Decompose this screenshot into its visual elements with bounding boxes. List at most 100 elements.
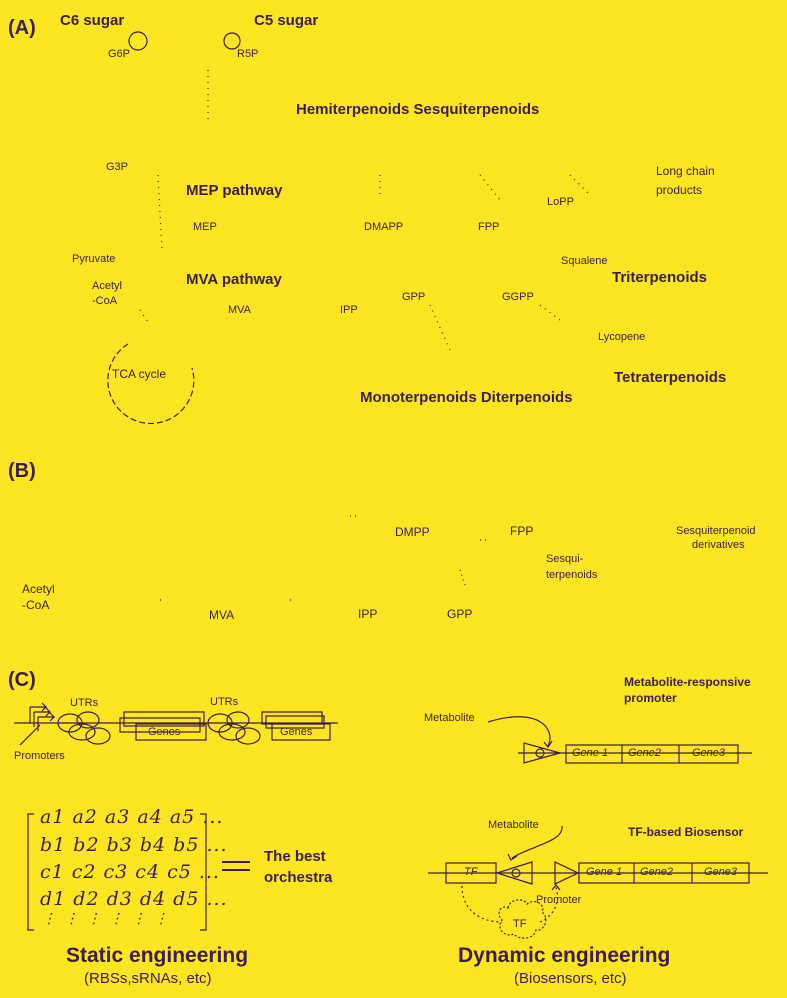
tetraterpenoids-label: Tetraterpenoids: [614, 369, 727, 386]
products-label: products: [656, 183, 703, 197]
utr-ellipse: [218, 723, 246, 741]
promoter-arrows: [29, 702, 56, 731]
static-engineering-subtitle: (RBSs,sRNAs, etc): [84, 971, 212, 986]
dmapp-label: DMAPP: [364, 221, 404, 233]
gene-cassette-bottom: [578, 862, 750, 884]
r5p-label: R5P: [237, 48, 259, 60]
the-best-label: The best: [264, 848, 326, 865]
pyruvate-label: Pyruvate: [72, 253, 116, 265]
panel-c-label: (C): [8, 669, 36, 691]
utr-ellipse: [57, 713, 83, 733]
acetyl-label-a: Acetyl: [92, 280, 122, 292]
dynamic-engineering-subtitle: (Biosensors, etc): [514, 970, 627, 987]
squalene-label: Squalene: [561, 255, 608, 267]
tf-promoter-triangle: [494, 861, 533, 885]
responsive-promoter-triangle: [523, 742, 563, 764]
matrix-bracket-left: [27, 813, 34, 931]
dmpp-label: DMPP: [395, 525, 430, 539]
lopp-label: LoPP: [547, 196, 574, 208]
utrs-label-1: UTRs: [70, 697, 99, 709]
gene-block: [261, 711, 323, 725]
gene-block: [123, 711, 205, 727]
hemi-sesqui-label: Hemiterpenoids Sesquiterpenoids: [296, 101, 540, 118]
mva-pathway-label: MVA pathway: [186, 271, 282, 288]
utr-ellipse: [226, 711, 250, 729]
pathway-hint-lines: [139, 70, 591, 351]
tf-protein-cloud: [498, 899, 547, 939]
c5-sugar-label: C5 sugar: [254, 12, 319, 29]
matrix-row-b: b1 b2 b3 b4 b5 ...: [40, 834, 228, 856]
metabolite-arrow-bottom: [511, 825, 563, 859]
lycopene-label: Lycopene: [598, 331, 646, 343]
g6p-node: [128, 31, 148, 51]
triterpenoids-label: Triterpenoids: [612, 269, 708, 286]
tf-expression-arrow: [461, 885, 503, 923]
metabolite-label-top: Metabolite: [424, 712, 475, 724]
sesqui-label-2: terpenoids: [546, 569, 598, 581]
gpp-label-b: GPP: [447, 607, 473, 621]
tca-cycle-label: TCA cycle: [112, 367, 167, 381]
tf-cloud-label: TF: [513, 918, 527, 930]
genes-box-1: [135, 723, 207, 741]
utr-ellipse: [235, 727, 261, 745]
ipp-label-a: IPP: [340, 304, 358, 316]
gpp-label-a: GPP: [402, 291, 426, 303]
gene3-label-bottom: Gene3: [704, 866, 738, 878]
gene3-label-top: Gene3: [692, 747, 726, 759]
metabolite-responsive-label-1: Metabolite-responsive: [624, 675, 751, 689]
ipp-label-b: IPP: [358, 607, 378, 621]
tf-biosensor-label: TF-based Biosensor: [628, 825, 744, 839]
promoters-pointer: [19, 724, 41, 746]
genes-box-2: [271, 723, 331, 741]
gene-cassette-top: [565, 744, 739, 764]
mep-pathway-label: MEP pathway: [186, 182, 283, 199]
mva-label-a: MVA: [228, 304, 252, 316]
matrix-row-a: a1 a2 a3 a4 a5 ...: [40, 806, 224, 828]
operator-circle: [535, 748, 545, 758]
matrix-bracket-right: [200, 813, 207, 931]
dynamic-engineering-title: Dynamic engineering: [458, 944, 671, 967]
gene1-label-bottom: Gene 1: [586, 866, 623, 878]
utr-ellipse: [76, 711, 100, 729]
mono-di-label: Monoterpenoids Diterpenoids: [360, 389, 573, 406]
utr-ellipse: [207, 713, 233, 733]
gene-block: [119, 717, 201, 733]
gene-block: [265, 715, 325, 729]
mep-label: MEP: [193, 221, 217, 233]
metabolite-label-bottom: Metabolite: [488, 819, 539, 831]
panel-b-hints: [160, 515, 490, 601]
panel-a-label: (A): [8, 17, 36, 39]
r5p-node: [223, 32, 241, 50]
tf-box-label: TF: [464, 866, 478, 878]
matrix-row-ellipsis: ⋮ ⋮ ⋮ ⋮ ⋮ ⋮: [42, 911, 171, 927]
matrix-row-d: d1 d2 d3 d4 d5 ...: [40, 888, 228, 910]
sesqui-label-1: Sesqui-: [546, 553, 584, 565]
long-chain-label: Long chain: [656, 164, 715, 178]
promoters-label: Promoters: [14, 750, 65, 762]
tca-cycle-arc: [107, 343, 195, 424]
g3p-label: G3P: [106, 161, 129, 173]
genes-label-2: Genes: [280, 726, 313, 738]
ggpp-label: GGPP: [502, 291, 534, 303]
metabolite-responsive-label-2: promoter: [624, 691, 677, 705]
c6-sugar-label: C6 sugar: [60, 12, 125, 29]
promoter-label: Promoter: [536, 894, 582, 906]
mva-label-b: MVA: [209, 608, 235, 622]
sesqui-deriv-label-1: Sesquiterpenoid: [676, 525, 756, 537]
g6p-label: G6P: [108, 48, 131, 60]
matrix-row-c: c1 c2 c3 c4 c5 ...: [40, 861, 220, 883]
panel-b-label: (B): [8, 460, 36, 482]
sesqui-deriv-label-2: derivatives: [692, 539, 745, 551]
utrs-label-2: UTRs: [210, 696, 239, 708]
gene1-label-top: Gene 1: [572, 747, 609, 759]
acetyl-label-b: Acetyl: [22, 582, 55, 596]
orchestra-label: orchestra: [264, 869, 333, 886]
utr-ellipse: [85, 727, 111, 745]
coa-label-b: -CoA: [22, 598, 50, 612]
coa-label-a: -CoA: [92, 295, 118, 307]
static-engineering-title: Static engineering: [66, 944, 249, 967]
operator-circle-bottom: [511, 868, 521, 878]
metabolite-arrow-top: [487, 716, 551, 747]
